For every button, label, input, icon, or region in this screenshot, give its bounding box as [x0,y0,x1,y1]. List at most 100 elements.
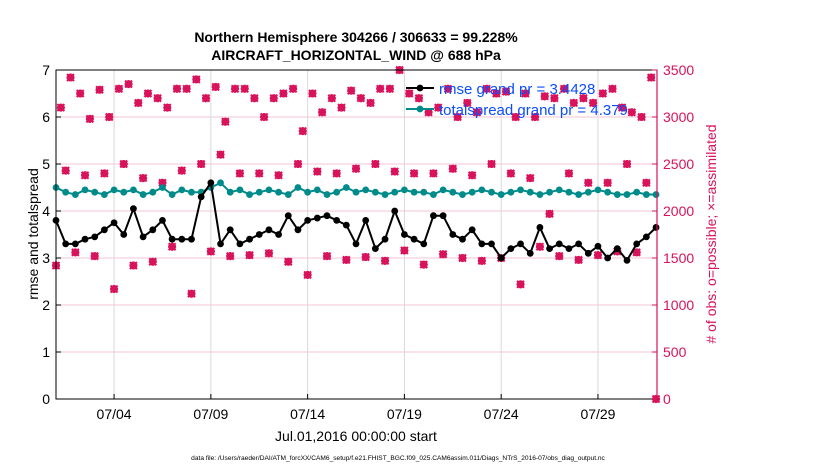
rmse-point [594,242,602,250]
spread-point [226,188,234,196]
rmse-point [294,226,302,234]
line-series [52,179,660,264]
obs-assimilated-point [124,79,133,89]
obs-assimilated-point [506,169,516,178]
obs-assimilated-point [443,84,453,94]
rmse-point [497,254,505,262]
obs-assimilated-point [400,246,409,255]
obs-assimilated-point [177,166,187,175]
rmse-point [565,245,573,253]
obs-assimilated-point [342,255,351,265]
rmse-point [333,217,341,224]
rmse-point [62,240,70,248]
y-right-tick-label: 1500 [663,250,694,266]
obs-assimilated-point [269,93,278,103]
obs-assimilated-point [95,85,104,94]
obs-assimilated-point [201,93,211,103]
rmse-point [488,240,495,248]
obs-assimilated-point [467,171,477,180]
rmse-point [342,221,350,229]
spread-point [323,191,331,198]
rmse-point [652,224,660,231]
x-tick-label: 07/24 [484,406,519,422]
spread-point [342,184,350,191]
y-right-tick-label: 0 [663,391,671,407]
rmse-point [197,193,205,201]
obs-assimilated-point [100,169,109,178]
obs-assimilated-point [521,89,530,98]
spread-point [526,188,534,196]
obs-assimilated-point [637,112,646,122]
obs-assimilated-point [240,84,249,94]
obs-assimilated-point [114,84,124,94]
spread-point [168,191,176,198]
rmse-point [168,235,176,243]
spread-point [546,188,553,196]
spread-point [391,188,399,196]
rmse-point [430,212,437,220]
obs-assimilated-point [472,108,482,117]
y-tick-label: 7 [42,62,50,78]
rmse-point [139,233,147,241]
obs-assimilated-point [211,82,220,92]
obs-assimilated-point [477,256,487,266]
obs-assimilated-point [250,93,259,103]
rmse-point [91,233,99,241]
spread-point [381,191,389,198]
obs-assimilated-point [264,249,274,258]
rmse-point [207,179,215,187]
x-tick-label: 07/09 [193,406,228,422]
obs-assimilated-point [603,178,612,188]
rmse-point [236,240,244,248]
y-tick-label: 0 [42,391,50,407]
spread-point [265,186,273,194]
rmse-point [178,235,186,243]
rmse-point [352,240,360,248]
obs-assimilated-point [85,114,95,124]
obs-assimilated-point [434,103,443,112]
spread-point [120,188,128,196]
spread-point [536,191,544,198]
obs-assimilated-point [593,250,603,260]
obs-assimilated-point [327,93,337,103]
obs-assimilated-point [501,87,511,96]
obs-assimilated-point [337,103,346,112]
obs-assimilated-point [579,93,588,103]
obs-assimilated-point [119,159,128,169]
rmse-point [217,240,224,248]
spread-point [497,191,505,198]
obs-assimilated-point [71,248,80,257]
obs-assimilated-point [453,112,462,122]
obs-assimilated-point [482,84,491,94]
x-tick-label: 07/29 [580,406,615,422]
obs-assimilated-point [235,169,245,178]
obs-assimilated-point [317,108,327,117]
obs-assimilated-point [632,248,641,257]
obs-assimilated-point [627,108,637,117]
obs-assimilated-point [129,261,138,270]
obs-assimilated-point [225,251,235,261]
spread-point [284,191,292,198]
spread-point [401,186,408,194]
grid [56,70,657,399]
obs-assimilated-point [608,84,617,94]
legend-spread-label: totalspread grand pr = 4.379 [439,102,628,119]
obs-assimilated-point [313,167,322,176]
rmse-point [584,249,592,257]
spread-point [149,188,157,196]
rmse-point [71,240,79,248]
spread-point [488,188,495,196]
rmse-point [110,219,118,227]
obs-assimilated-point [279,89,288,98]
rmse-point [304,217,312,224]
spread-point [62,188,70,196]
obs-assimilated-point [646,73,656,82]
spread-point [246,191,253,198]
obs-assimilated-point [530,112,540,122]
spread-point [236,186,244,194]
y-right-tick-label: 2500 [663,156,694,172]
obs-assimilated-point [492,89,501,98]
axes: 0 1 2 3 4 5 6 7 0 500 1000 1500 2000 2500 3000 3500 07/0… [42,62,694,422]
obs-assimilated-point [167,242,177,251]
obs-assimilated-point [351,164,361,173]
